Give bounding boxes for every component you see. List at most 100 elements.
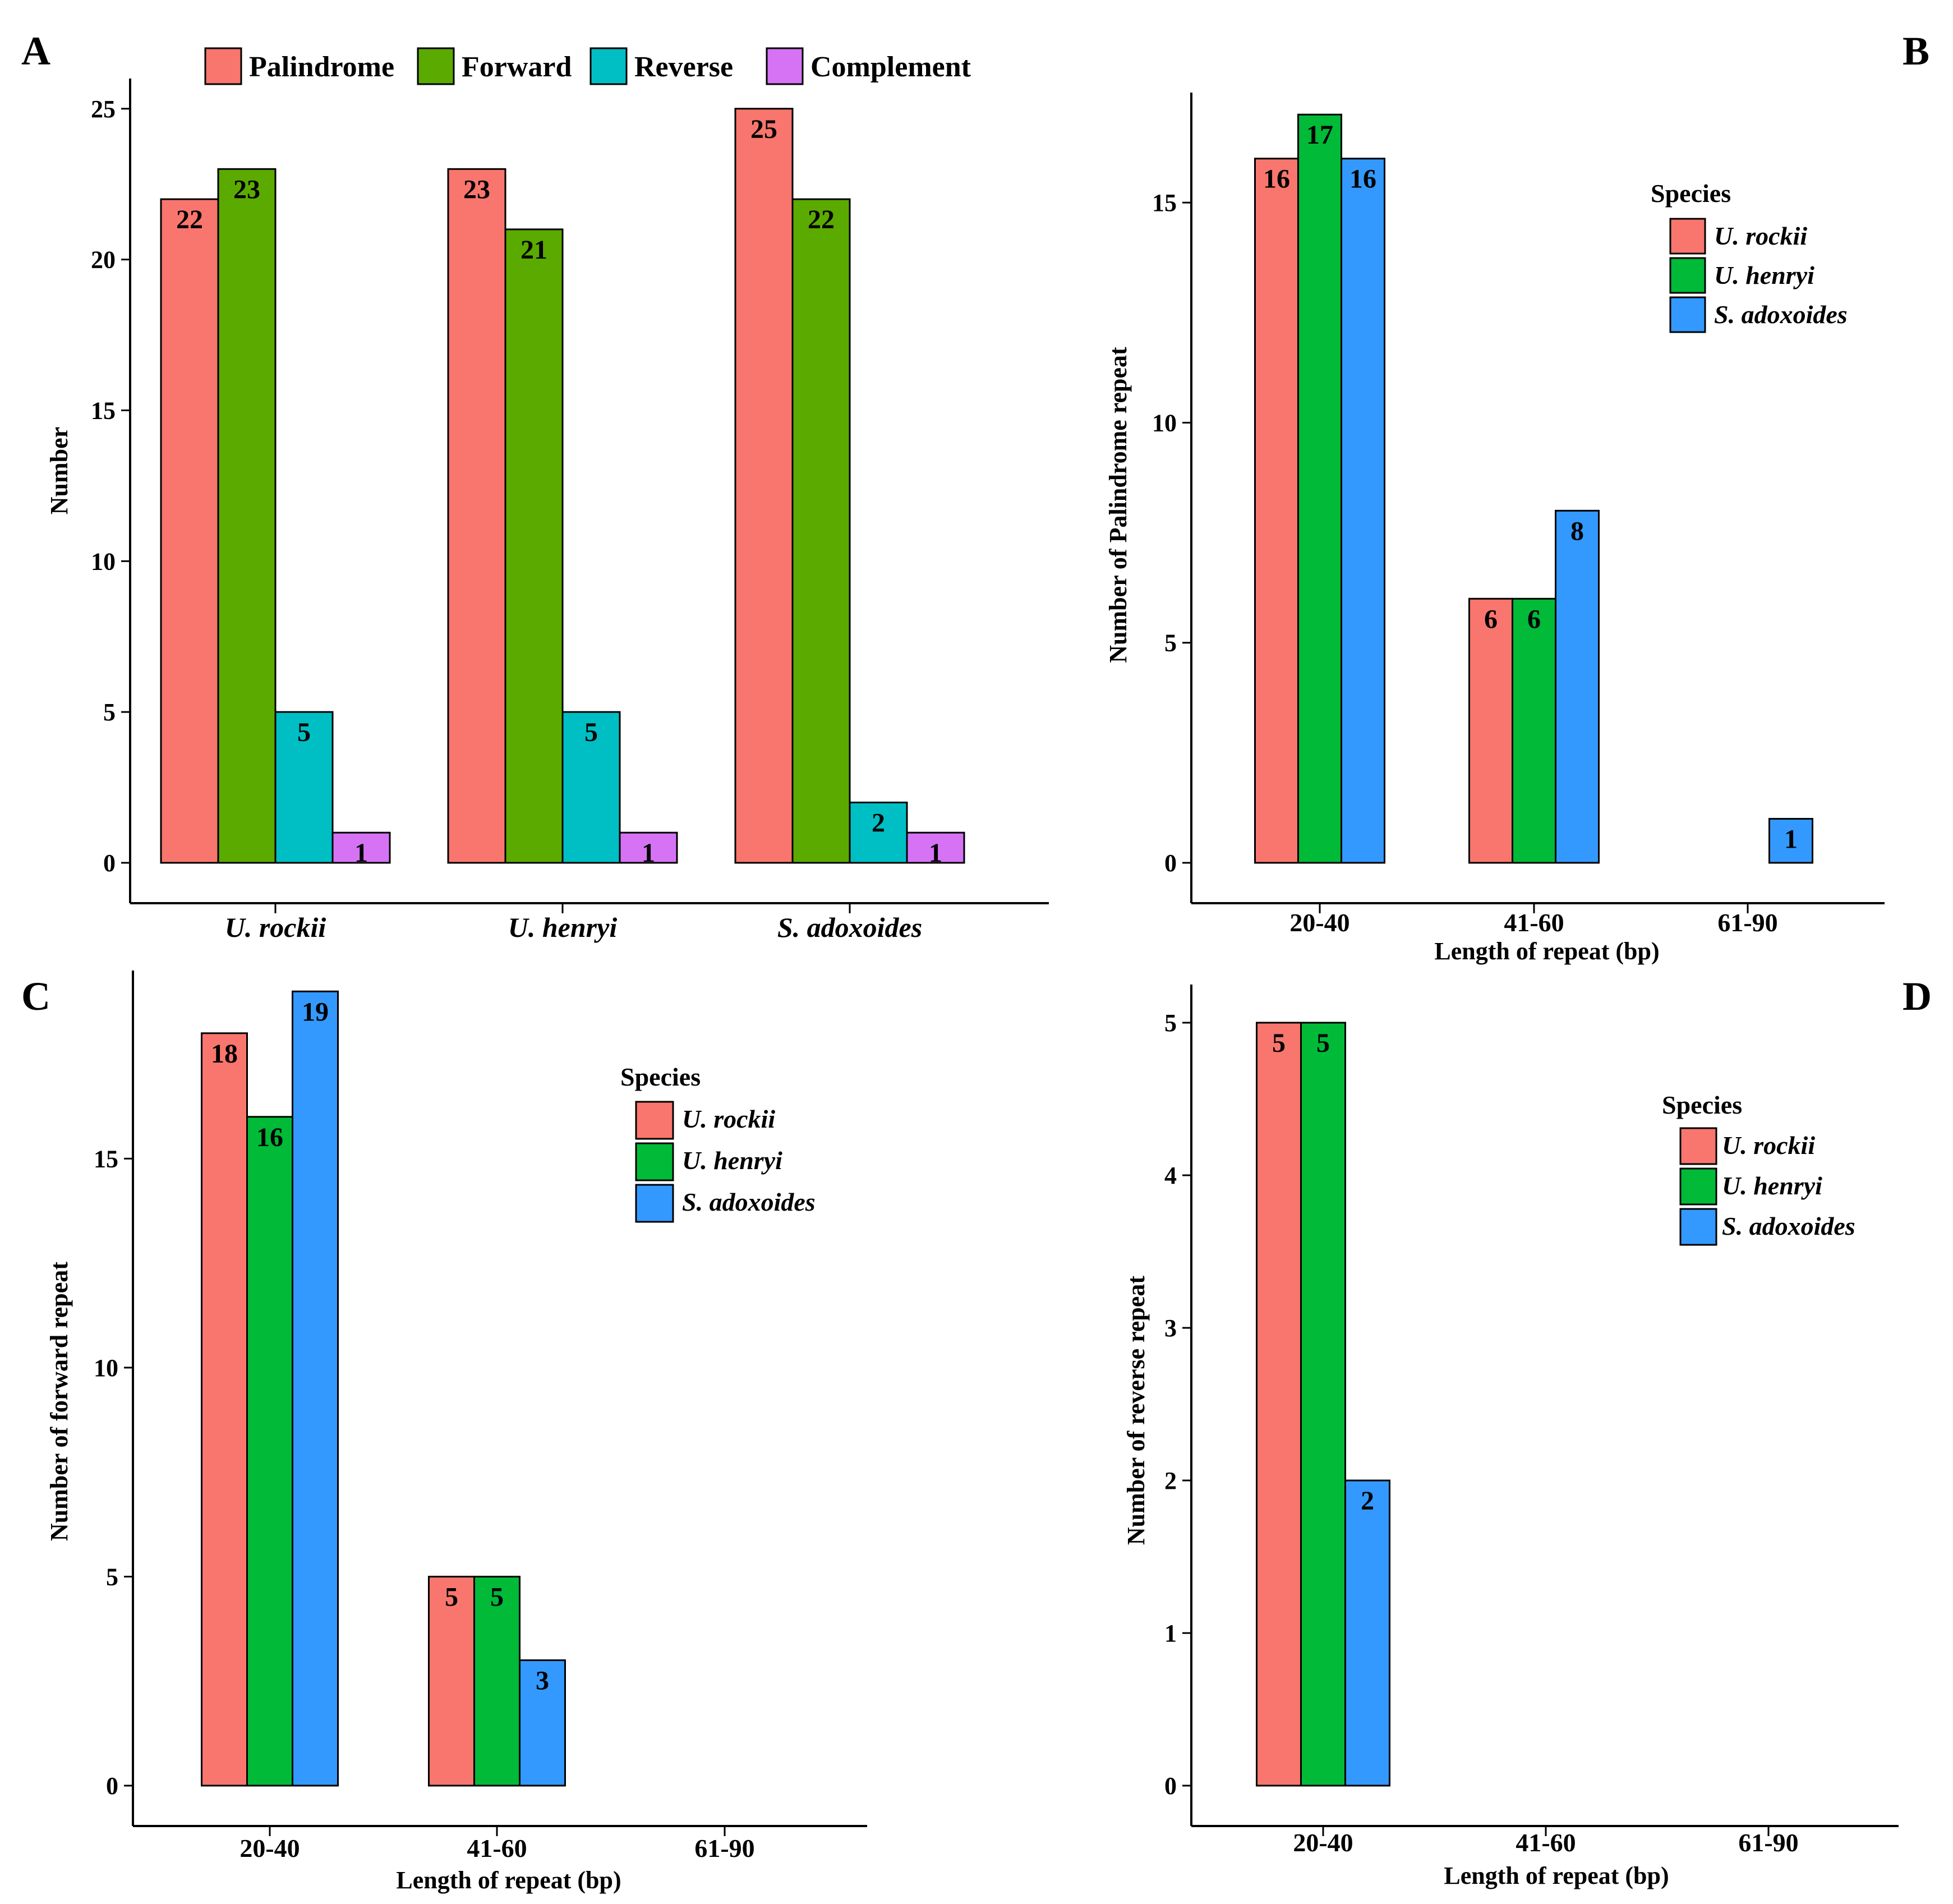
legend-label-s-adoxoides: S. adoxoides: [1722, 1212, 1855, 1240]
data-label: 17: [1306, 120, 1333, 150]
y-tick-label: 4: [1164, 1162, 1177, 1189]
data-label: 23: [463, 174, 490, 204]
bar-forward-u-henryi: [504, 228, 564, 864]
data-label: 6: [1484, 604, 1498, 634]
y-axis-title: Number of reverse repeat: [1122, 1276, 1150, 1546]
y-tick-label: 0: [106, 1772, 118, 1800]
legend-label-complement: Complement: [810, 51, 971, 83]
x-tick-label: 61-90: [694, 1834, 754, 1862]
data-label: 8: [1570, 516, 1584, 546]
data-label: 22: [176, 205, 203, 234]
legend-key-forward: [417, 47, 455, 85]
data-label: 5: [490, 1582, 504, 1612]
panel-letter: B: [1903, 29, 1929, 73]
legend-key-u-rockii: [635, 1101, 674, 1140]
y-tick-label: 0: [103, 849, 116, 877]
x-axis-title: Length of repeat (bp): [396, 1866, 621, 1894]
legend-title: Species: [1662, 1091, 1742, 1119]
bar-s-adoxoides-20-40: [1341, 158, 1385, 864]
legend-key-u-henryi: [1669, 257, 1706, 294]
data-label: 2: [872, 808, 885, 838]
bar-u-rockii-20-40: [201, 1032, 248, 1787]
y-tick-label: 15: [91, 397, 116, 424]
legend: Species U. rockii U. henryi S. adoxoides: [620, 1063, 816, 1223]
x-tick-label: 41-60: [467, 1834, 527, 1862]
data-label: 16: [256, 1123, 283, 1152]
bar-reverse-u-rockii: [274, 711, 334, 864]
data-label: 6: [1527, 604, 1541, 634]
data-label: 2: [1361, 1486, 1374, 1516]
x-tick-label: U. henryi: [508, 912, 618, 943]
x-tick-label: 41-60: [1504, 908, 1564, 937]
legend-key-s-adoxoides: [1679, 1208, 1717, 1246]
x-tick-label: 20-40: [1289, 908, 1349, 937]
y-tick-label: 5: [106, 1563, 118, 1590]
bar-u-rockii-41-60: [428, 1575, 475, 1787]
legend-label-reverse: Reverse: [634, 51, 733, 83]
data-label: 25: [750, 114, 777, 144]
y-tick-label: 1: [1164, 1620, 1177, 1647]
legend-key-complement: [766, 47, 804, 85]
data-label: 5: [584, 718, 598, 747]
panel-c: C 0 5 10 15 20-40 18 16 19 41-60 5 5 3 61-90 Number of…: [21, 971, 867, 1894]
x-tick-label: 41-60: [1516, 1828, 1576, 1857]
bar-forward-u-rockii: [217, 168, 277, 864]
panel-letter: D: [1903, 974, 1932, 1019]
legend-label-u-rockii: U. rockii: [682, 1105, 775, 1133]
y-tick-label: 2: [1164, 1467, 1177, 1494]
bar-u-rockii-20-40: [1254, 158, 1299, 864]
x-tick-label: S. adoxoides: [777, 912, 922, 943]
data-label: 5: [1272, 1028, 1286, 1058]
x-tick-label: 20-40: [1293, 1828, 1353, 1857]
y-tick-label: 10: [94, 1354, 118, 1382]
data-label: 3: [536, 1666, 549, 1695]
y-tick-label: 5: [103, 698, 116, 726]
y-tick-label: 5: [1164, 629, 1177, 657]
bar-s-adoxoides-20-40: [1344, 1479, 1390, 1787]
bar-forward-s-adoxoides: [791, 198, 851, 864]
legend-key-s-adoxoides: [1669, 296, 1706, 333]
legend-label-palindrome: Palindrome: [249, 51, 394, 83]
legend-key-u-henryi: [635, 1142, 674, 1181]
legend-label-u-rockii: U. rockii: [1714, 222, 1807, 250]
legend-label-u-rockii: U. rockii: [1722, 1131, 1815, 1160]
bar-palindrome-s-adoxoides: [734, 108, 794, 864]
legend: Palindrome Forward Reverse Complement: [204, 47, 971, 85]
data-label: 5: [1316, 1028, 1330, 1058]
legend-key-s-adoxoides: [635, 1184, 674, 1223]
data-label: 1: [642, 838, 655, 868]
x-tick-label: 61-90: [1738, 1828, 1798, 1857]
data-label: 5: [445, 1582, 458, 1612]
bar-palindrome-u-rockii: [160, 198, 219, 864]
panel-letter: A: [21, 29, 50, 73]
legend-title: Species: [1651, 179, 1731, 208]
x-tick-label: U. rockii: [225, 912, 326, 943]
legend-label-u-henryi: U. henryi: [682, 1146, 782, 1175]
data-label: 1: [929, 838, 942, 868]
bar-reverse-s-adoxoides: [849, 801, 908, 864]
y-tick-label: 15: [94, 1145, 118, 1172]
legend-key-palindrome: [204, 47, 242, 85]
bar-u-henryi-41-60: [1512, 597, 1556, 864]
bar-u-henryi-20-40: [246, 1116, 293, 1787]
legend-title: Species: [620, 1063, 701, 1091]
y-tick-label: 10: [91, 548, 116, 575]
legend-label-u-henryi: U. henryi: [1714, 261, 1814, 289]
y-axis-title: Number of Palindrome repeat: [1104, 347, 1132, 663]
x-axis-title: Length of repeat (bp): [1434, 937, 1659, 965]
bar-s-adoxoides-41-60: [519, 1659, 566, 1787]
bar-complement-s-adoxoides: [906, 831, 965, 864]
bar-s-adoxoides-20-40: [292, 990, 339, 1787]
bar-u-rockii-41-60: [1468, 597, 1513, 864]
panel-b: B 0 5 10 15 20-40 16 17 16 41-60 6 6 8 61-90 1 Number o…: [1104, 29, 1929, 965]
data-label: 16: [1263, 164, 1290, 194]
y-axis-title: Number of forward repeat: [45, 1262, 73, 1542]
bar-s-adoxoides-41-60: [1555, 509, 1600, 864]
data-label: 1: [1784, 825, 1798, 854]
bar-complement-u-henryi: [619, 831, 678, 864]
data-label: 16: [1349, 164, 1376, 194]
panel-letter: C: [21, 974, 50, 1019]
